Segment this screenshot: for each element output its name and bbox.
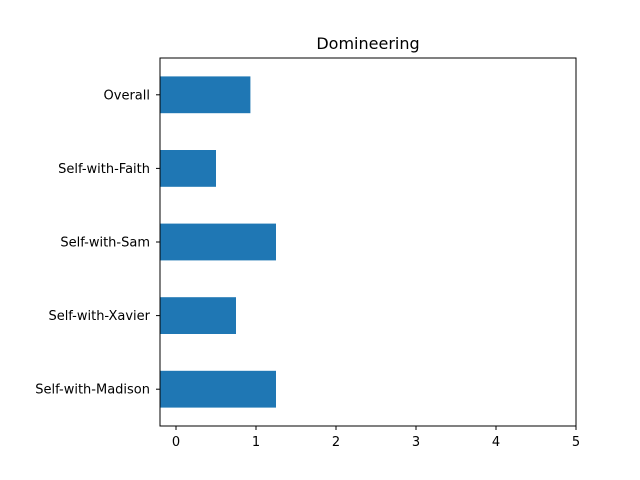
y-tick-label: Self-with-Sam: [60, 236, 150, 251]
bar-overall: [160, 76, 251, 114]
x-tick-label: 4: [492, 435, 500, 450]
chart-title: Domineering: [316, 34, 419, 53]
bar-self-with-xavier: [160, 297, 236, 334]
bar-self-with-sam: [160, 223, 276, 261]
x-axis-ticks: 0 1 2 3 4 5: [172, 426, 580, 450]
y-tick-label: Self-with-Madison: [35, 383, 150, 398]
bar-self-with-madison: [160, 370, 276, 408]
bar-self-with-faith: [160, 150, 216, 187]
y-tick-label: Overall: [104, 88, 150, 103]
x-tick-label: 3: [412, 435, 420, 450]
x-tick-label: 5: [572, 435, 580, 450]
x-tick-label: 2: [332, 435, 340, 450]
y-axis-ticks: Overall Self-with-Faith Self-with-Sam Self-…: [35, 88, 160, 398]
plot-frame: [159, 57, 577, 427]
bars-group: [160, 76, 276, 408]
x-tick-label: 1: [252, 435, 260, 450]
y-tick-label: Self-with-Faith: [58, 162, 150, 177]
y-tick-label: Self-with-Xavier: [48, 309, 150, 324]
x-tick-label: 0: [172, 435, 180, 450]
